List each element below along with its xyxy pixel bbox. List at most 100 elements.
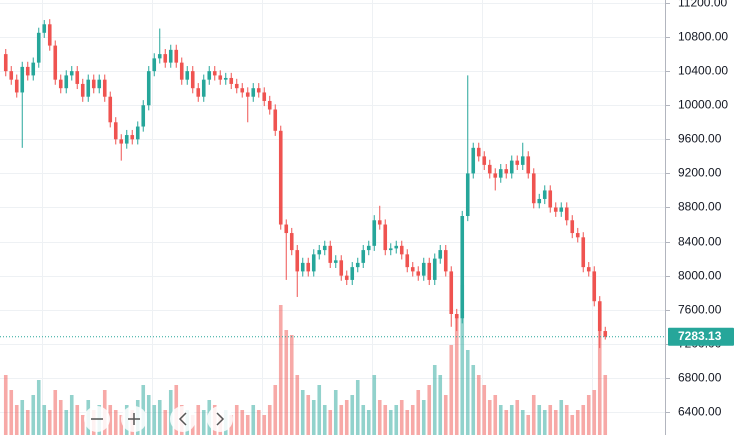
candle-body bbox=[80, 83, 85, 97]
volume-bar bbox=[42, 405, 47, 435]
y-tick-label: 8000.00 bbox=[678, 269, 722, 283]
candle-body bbox=[421, 262, 426, 276]
candle-body bbox=[355, 262, 360, 268]
volume-bar bbox=[509, 405, 514, 435]
volume-bar bbox=[113, 410, 118, 435]
candle-body bbox=[372, 220, 377, 246]
volume-bar bbox=[421, 400, 426, 435]
candle-body bbox=[328, 245, 333, 263]
candle-body bbox=[240, 88, 245, 93]
candle-body bbox=[487, 164, 492, 174]
candle-body bbox=[333, 260, 338, 263]
candle-body bbox=[344, 275, 349, 280]
volume-bar bbox=[58, 400, 63, 435]
volume-bar bbox=[597, 310, 602, 435]
volume-bar bbox=[152, 405, 157, 435]
grid bbox=[0, 0, 665, 435]
candle-body bbox=[476, 147, 481, 157]
candle-body bbox=[460, 216, 465, 319]
candle-body bbox=[207, 71, 212, 80]
volume-bar bbox=[493, 395, 498, 435]
volume-bar bbox=[168, 390, 173, 435]
last-price-label: 7283.13 bbox=[678, 329, 722, 343]
volume-bar bbox=[119, 415, 124, 435]
volume-bar bbox=[47, 410, 52, 435]
volume-bar bbox=[388, 410, 393, 435]
candle-body bbox=[201, 79, 206, 97]
volume-bar bbox=[531, 395, 536, 435]
candle-body bbox=[108, 96, 113, 123]
volume-bar bbox=[559, 400, 564, 435]
volume-bar bbox=[163, 410, 168, 435]
candle-body bbox=[267, 100, 272, 110]
candle-body bbox=[234, 83, 239, 89]
candle-body bbox=[163, 54, 168, 63]
volume-bar bbox=[581, 405, 586, 435]
candle-body bbox=[20, 66, 25, 93]
scroll-left-button[interactable] bbox=[170, 406, 196, 432]
volume-bar bbox=[482, 385, 487, 435]
left-icon bbox=[178, 412, 187, 426]
volume-bar bbox=[460, 285, 465, 435]
candle-body bbox=[526, 156, 531, 174]
volume-bar bbox=[333, 390, 338, 435]
volume-bar bbox=[372, 375, 377, 435]
candle-body bbox=[152, 58, 157, 72]
volume-bar bbox=[394, 405, 399, 435]
volume-bar bbox=[14, 405, 19, 435]
candle-body bbox=[383, 224, 388, 251]
volume-bar bbox=[570, 415, 575, 435]
volume-bar bbox=[350, 395, 355, 435]
volume-bar bbox=[366, 410, 371, 435]
candle-body bbox=[586, 267, 591, 272]
candle-body bbox=[388, 248, 393, 251]
volume-bar bbox=[427, 385, 432, 435]
candle-body bbox=[597, 301, 602, 332]
candle-body bbox=[592, 271, 597, 302]
candle-body bbox=[443, 250, 448, 272]
y-tick-label: 7600.00 bbox=[678, 303, 722, 317]
candle-body bbox=[405, 254, 410, 268]
volume-bar bbox=[328, 410, 333, 435]
y-tick-label: 10400.00 bbox=[678, 64, 728, 78]
candle-body bbox=[212, 71, 217, 76]
candle-body bbox=[570, 220, 575, 234]
candle-body bbox=[493, 173, 498, 178]
candle-body bbox=[284, 224, 289, 234]
candle-body bbox=[14, 79, 19, 93]
volume-bar bbox=[454, 315, 459, 435]
candle-body bbox=[377, 220, 382, 225]
candle-body bbox=[537, 198, 542, 204]
volume-bar bbox=[196, 405, 201, 435]
candle-body bbox=[350, 267, 355, 280]
volume-bar bbox=[306, 395, 311, 435]
candle-body bbox=[295, 250, 300, 272]
candle-body bbox=[86, 79, 91, 97]
volume-bar bbox=[465, 350, 470, 435]
candle-body bbox=[75, 71, 80, 84]
volume-bar bbox=[438, 375, 443, 435]
candle-body bbox=[218, 75, 223, 80]
volume-bar bbox=[339, 405, 344, 435]
volume-bar bbox=[245, 415, 250, 435]
candle-body bbox=[113, 122, 118, 140]
candle-body bbox=[196, 88, 201, 97]
volume-bar bbox=[520, 410, 525, 435]
scroll-right-button[interactable] bbox=[207, 406, 233, 432]
volume-bar bbox=[344, 400, 349, 435]
volume-bar bbox=[526, 415, 531, 435]
candle-body bbox=[504, 169, 509, 174]
volume-bar bbox=[383, 405, 388, 435]
volume-bar bbox=[575, 410, 580, 435]
candle-body bbox=[509, 160, 514, 174]
candle-body bbox=[185, 71, 190, 80]
plus-icon bbox=[128, 413, 140, 425]
candle-body bbox=[394, 245, 399, 249]
candle-body bbox=[262, 92, 267, 101]
candle-body bbox=[515, 160, 520, 165]
y-tick-label: 9600.00 bbox=[678, 132, 722, 146]
y-tick-label: 10000.00 bbox=[678, 98, 728, 112]
volume-bar bbox=[3, 375, 8, 435]
y-tick-label: 10800.00 bbox=[678, 30, 728, 44]
candle-body bbox=[102, 79, 107, 97]
